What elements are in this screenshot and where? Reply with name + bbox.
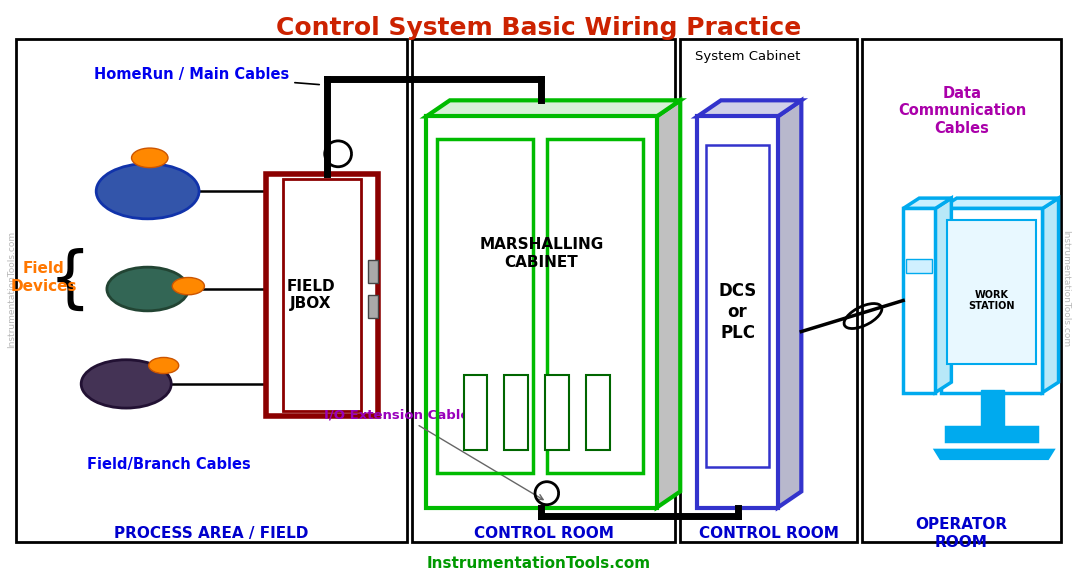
- Text: DCS
or
PLC: DCS or PLC: [719, 282, 756, 342]
- FancyBboxPatch shape: [368, 260, 378, 283]
- Polygon shape: [903, 198, 951, 209]
- FancyBboxPatch shape: [697, 116, 778, 507]
- Text: CONTROL ROOM: CONTROL ROOM: [698, 526, 838, 541]
- FancyBboxPatch shape: [863, 39, 1061, 542]
- Text: InstrumentationTools.com: InstrumentationTools.com: [8, 231, 16, 347]
- FancyBboxPatch shape: [680, 39, 858, 542]
- Text: Field
Devices: Field Devices: [11, 261, 76, 294]
- Circle shape: [107, 267, 188, 311]
- Circle shape: [172, 277, 204, 295]
- FancyBboxPatch shape: [266, 174, 378, 416]
- Text: WORK
STATION: WORK STATION: [968, 290, 1015, 312]
- FancyBboxPatch shape: [947, 220, 1036, 364]
- FancyBboxPatch shape: [16, 39, 407, 542]
- Text: InstrumentationTools.com: InstrumentationTools.com: [1062, 231, 1071, 347]
- Text: Data
Communication
Cables: Data Communication Cables: [898, 86, 1027, 136]
- Text: MARSHALLING
CABINET: MARSHALLING CABINET: [479, 237, 604, 269]
- FancyBboxPatch shape: [412, 39, 675, 542]
- Circle shape: [81, 360, 171, 408]
- Polygon shape: [1043, 198, 1059, 392]
- Text: System Cabinet: System Cabinet: [695, 50, 801, 62]
- FancyBboxPatch shape: [464, 375, 487, 450]
- FancyBboxPatch shape: [426, 116, 656, 507]
- Polygon shape: [935, 450, 1053, 459]
- FancyBboxPatch shape: [546, 375, 569, 450]
- Text: Field/Branch Cables: Field/Branch Cables: [86, 457, 251, 472]
- Text: FIELD
JBOX: FIELD JBOX: [286, 279, 336, 311]
- Circle shape: [96, 164, 199, 219]
- Text: PROCESS AREA / FIELD: PROCESS AREA / FIELD: [114, 526, 309, 541]
- FancyBboxPatch shape: [906, 258, 932, 273]
- Polygon shape: [935, 198, 951, 392]
- Circle shape: [148, 357, 179, 373]
- Text: Control System Basic Wiring Practice: Control System Basic Wiring Practice: [277, 16, 802, 40]
- Text: {: {: [48, 247, 90, 313]
- Text: CONTROL ROOM: CONTROL ROOM: [473, 526, 613, 541]
- Polygon shape: [656, 101, 680, 507]
- FancyBboxPatch shape: [981, 390, 1004, 427]
- Polygon shape: [940, 198, 1059, 209]
- Circle shape: [131, 148, 168, 168]
- Polygon shape: [697, 101, 802, 116]
- Text: HomeRun / Main Cables: HomeRun / Main Cables: [94, 67, 320, 84]
- FancyBboxPatch shape: [586, 375, 609, 450]
- Polygon shape: [946, 427, 1037, 442]
- Polygon shape: [426, 101, 680, 116]
- Polygon shape: [778, 101, 802, 507]
- FancyBboxPatch shape: [903, 209, 935, 392]
- Text: I/O Extension Cables: I/O Extension Cables: [325, 409, 543, 499]
- FancyBboxPatch shape: [940, 209, 1043, 392]
- Text: OPERATOR
ROOM: OPERATOR ROOM: [916, 517, 1007, 550]
- FancyBboxPatch shape: [368, 295, 378, 318]
- Text: InstrumentationTools.com: InstrumentationTools.com: [427, 557, 651, 572]
- FancyBboxPatch shape: [505, 375, 528, 450]
